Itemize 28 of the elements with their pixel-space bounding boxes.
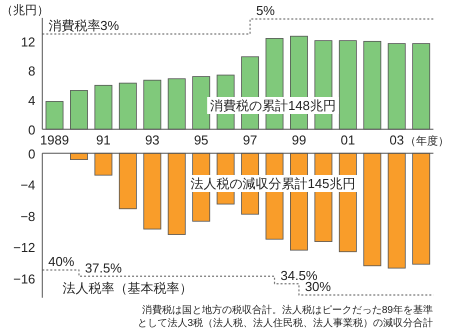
y-tick-label: −16 xyxy=(13,271,36,286)
x-tick-label: 91 xyxy=(96,132,111,148)
data-label: 消費税率3% xyxy=(48,18,120,33)
y-tick-label: −12 xyxy=(13,240,36,256)
x-tick-label: 99 xyxy=(292,132,306,148)
y-axis-title: （兆円） xyxy=(1,3,49,17)
annotation: 消費税の累計148兆円 xyxy=(210,98,336,113)
y-tick-label: 12 xyxy=(20,34,36,50)
data-label: 5% xyxy=(256,3,276,18)
y-tick-label: 0 xyxy=(28,146,36,162)
y-tick-label: 0 xyxy=(28,122,36,138)
y-tick-label: −8 xyxy=(20,208,36,224)
y-tick-label: 4 xyxy=(28,92,36,108)
x-tick-label: 01 xyxy=(340,132,356,148)
x-tick-label: 95 xyxy=(194,132,208,148)
x-tick-label: 1989 xyxy=(40,132,69,148)
data-label: 37.5% xyxy=(84,260,122,276)
series-label: 法人税率（基本税率） xyxy=(62,280,192,296)
x-axis-title: （年度） xyxy=(405,134,449,148)
y-tick-label: 8 xyxy=(28,64,36,79)
y-tick-label: −4 xyxy=(20,178,36,193)
text: 消費税は国と地方の税収合計。法人税はピークだった89年を基準 xyxy=(142,304,433,316)
x-tick-label: 97 xyxy=(242,132,258,148)
text: として法人3税（法人税、法人住民税、法人事業税）の減収分合計 xyxy=(137,317,433,329)
x-tick-label: 03 xyxy=(390,132,404,148)
data-label: 40% xyxy=(48,254,75,269)
x-tick-label: 93 xyxy=(145,132,160,148)
annotation: 法人税の減収分累計145兆円 xyxy=(190,176,356,191)
